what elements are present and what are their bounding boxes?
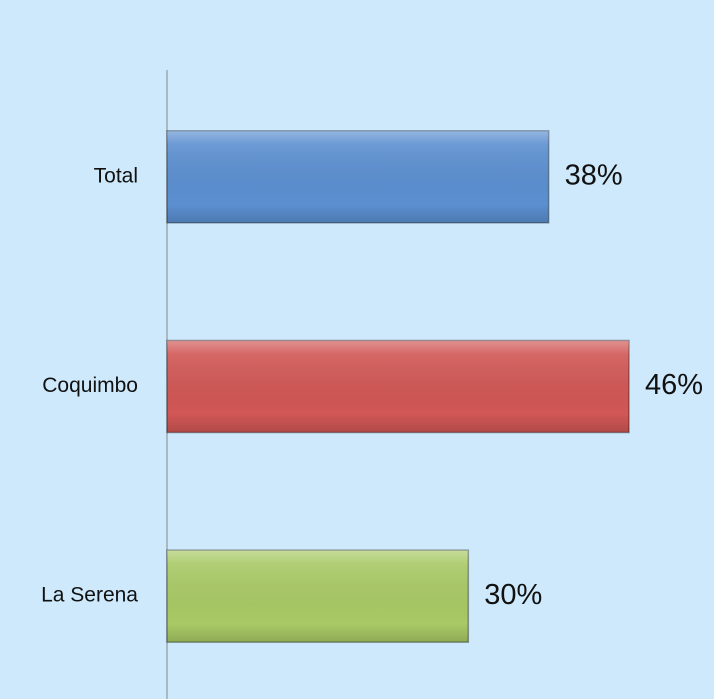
bar-gloss (167, 550, 469, 643)
bar-gloss (167, 130, 549, 223)
category-label: Coquimbo (42, 374, 138, 397)
category-label: La Serena (41, 584, 138, 607)
category-label: Total (94, 164, 138, 187)
value-label: 46% (645, 369, 703, 401)
bar-gloss (167, 340, 629, 433)
value-label: 38% (565, 159, 623, 191)
value-label: 30% (484, 579, 542, 611)
